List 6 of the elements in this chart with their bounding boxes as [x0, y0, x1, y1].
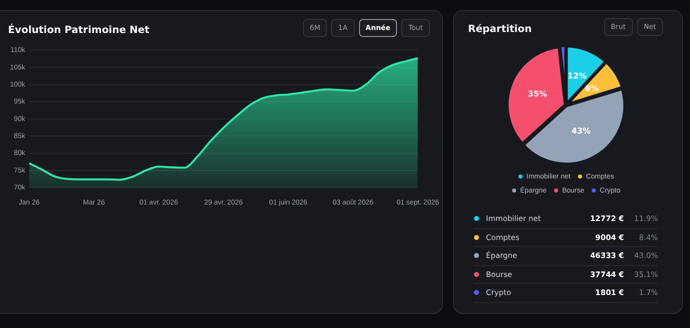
data-label: 35%	[528, 89, 548, 98]
chart-title: Répartition	[468, 24, 532, 35]
data-label: 43%	[572, 126, 591, 136]
chart-title: Évolution Patrimoine Net	[8, 25, 150, 36]
data-label: 12%	[568, 72, 587, 81]
data-label: 8%	[585, 84, 599, 93]
